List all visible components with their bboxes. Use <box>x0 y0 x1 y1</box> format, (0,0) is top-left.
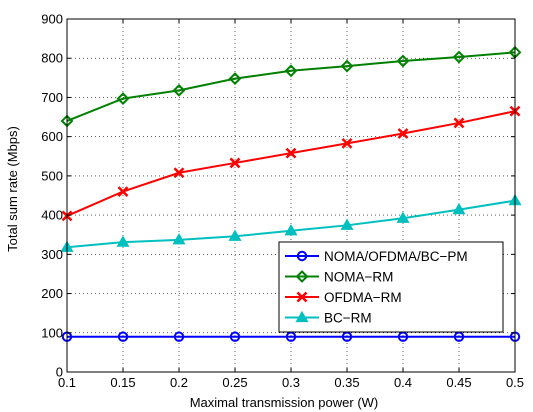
legend-label: OFDMA−RM <box>324 290 402 305</box>
x-tick-label: 0.35 <box>334 375 359 390</box>
data-point <box>173 167 185 179</box>
x-tick-label: 0.2 <box>170 375 188 390</box>
x-tick-label: 0.4 <box>394 375 412 390</box>
legend-item: NOMA−RM <box>285 270 393 285</box>
y-tick-label: 900 <box>41 12 63 27</box>
data-point <box>285 147 297 159</box>
legend-label: BC−RM <box>324 311 372 326</box>
legend-marker <box>296 291 308 303</box>
y-tick-label: 700 <box>41 90 63 105</box>
axis-ticks: 0.1 0.15 0.2 0.25 0.3 0.35 0.4 0.45 0.5 0 100 200 30… <box>41 12 524 391</box>
data-point <box>172 233 186 245</box>
data-point <box>452 202 466 215</box>
y-tick-label: 400 <box>41 208 63 223</box>
data-point <box>340 59 354 73</box>
data-point <box>452 50 466 64</box>
y-tick-label: 600 <box>41 129 63 144</box>
data-point <box>396 54 410 68</box>
x-tick-label: 0.3 <box>282 375 300 390</box>
y-tick-label: 0 <box>56 365 63 380</box>
data-point <box>453 117 465 129</box>
y-tick-label: 300 <box>41 247 63 262</box>
legend-marker <box>296 250 308 262</box>
data-point <box>172 83 186 97</box>
data-point <box>340 218 354 230</box>
legend-item: OFDMA−RM <box>285 290 402 305</box>
series-line <box>66 51 516 122</box>
x-tick-label: 0.5 <box>506 375 524 390</box>
data-point <box>117 331 129 342</box>
x-tick-label: 0.25 <box>222 375 247 390</box>
x-tick-label: 0.45 <box>446 375 471 390</box>
legend: NOMA/OFDMA/BC−PM NOMA−RM OFDMA−RM BC−RM <box>278 241 504 333</box>
data-point <box>396 211 410 223</box>
data-point <box>229 331 241 342</box>
x-axis-label: Maximal transmission power (W) <box>190 395 379 410</box>
data-point <box>116 235 130 247</box>
data-point <box>284 224 298 236</box>
data-point <box>117 186 129 197</box>
series-2 <box>60 45 522 128</box>
y-tick-label: 500 <box>41 168 63 183</box>
x-tick-label: 0.1 <box>58 375 76 390</box>
data-point <box>116 92 130 106</box>
y-tick-label: 100 <box>41 325 63 340</box>
legend-marker <box>295 270 309 283</box>
data-point <box>173 331 185 342</box>
data-point <box>228 72 242 86</box>
y-tick-label: 800 <box>41 51 63 66</box>
data-point <box>228 229 242 241</box>
series-group <box>60 45 522 342</box>
data-point <box>229 157 241 169</box>
legend-item: BC−RM <box>285 311 372 326</box>
legend-marker <box>295 310 309 323</box>
data-point <box>284 64 298 78</box>
data-point <box>341 137 353 149</box>
legend-label: NOMA/OFDMA/BC−PM <box>324 249 468 264</box>
y-axis-label: Total sum rate (Mbps) <box>5 126 20 252</box>
y-tick-label: 200 <box>41 286 63 301</box>
legend-label: NOMA−RM <box>324 270 393 285</box>
data-point <box>397 128 409 139</box>
legend-item: NOMA/OFDMA/BC−PM <box>285 249 468 264</box>
x-tick-label: 0.15 <box>110 375 135 390</box>
